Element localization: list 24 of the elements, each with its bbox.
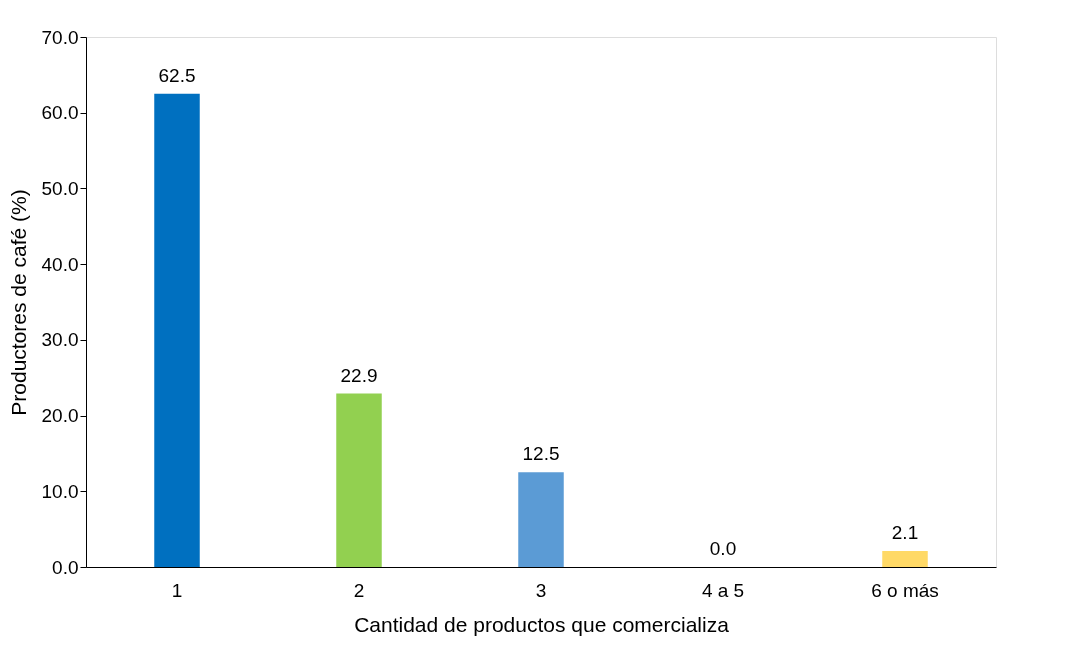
y-tick-label: 40.0 <box>41 253 79 275</box>
data-label: 22.9 <box>340 364 378 386</box>
bar <box>882 551 928 567</box>
x-tick-label: 3 <box>535 579 547 601</box>
bar <box>154 93 200 567</box>
x-tick-label: 2 <box>353 579 365 601</box>
y-tick-label: 20.0 <box>41 405 79 427</box>
bar <box>518 472 564 567</box>
data-label: 0.0 <box>709 538 737 559</box>
y-tick-label: 30.0 <box>41 329 79 351</box>
x-axis-title: Cantidad de productos que comercializa <box>354 612 730 636</box>
y-tick-label: 0.0 <box>52 556 79 578</box>
x-tick-label: 1 <box>171 579 183 601</box>
y-axis-title: Productores de café (%) <box>6 189 30 416</box>
data-label: 2.1 <box>891 522 919 544</box>
data-label: 62.5 <box>158 64 196 86</box>
y-tick-label: 50.0 <box>41 177 79 199</box>
x-tick-label: 6 o más <box>871 579 939 601</box>
y-tick-label: 10.0 <box>41 480 79 502</box>
y-tick-label: 70.0 <box>41 26 79 48</box>
y-tick-label: 60.0 <box>41 102 79 124</box>
bar <box>336 393 382 567</box>
data-label: 12.5 <box>522 443 560 465</box>
x-tick-label: 4 a 5 <box>701 579 745 601</box>
